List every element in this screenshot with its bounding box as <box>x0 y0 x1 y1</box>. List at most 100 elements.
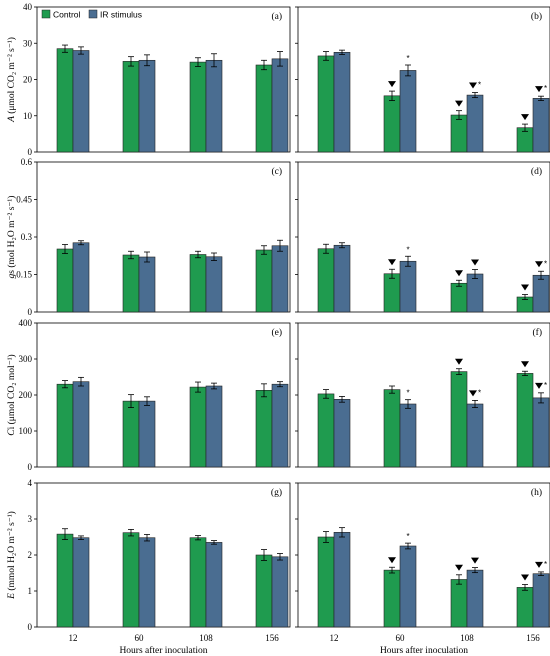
bar-control-156 <box>255 249 273 313</box>
significance-triangle-marker <box>535 261 543 268</box>
bar-ir-60 <box>138 537 156 628</box>
y-tick-label: 0 <box>28 307 33 317</box>
significance-asterisk: * <box>406 54 409 63</box>
legend: Control IR stimulus <box>41 9 142 20</box>
y-axis-label-symbol: C <box>7 429 17 436</box>
significance-triangle-marker <box>455 100 463 107</box>
x-tick-label: 60 <box>135 633 145 643</box>
x-tick-label: 60 <box>396 633 406 643</box>
y-tick-label: 4 <box>28 478 33 488</box>
bar-ir-108 <box>466 273 484 313</box>
bar-control-108 <box>189 254 207 313</box>
y-axis-label-units: s (mol H₂O m⁻² s⁻¹) <box>6 196 17 274</box>
x-tick-label: 108 <box>460 633 474 643</box>
bar-control-12 <box>56 48 74 153</box>
y-tick-label: 0.45 <box>16 195 32 205</box>
legend-swatch-control <box>41 9 51 19</box>
bar-control-108 <box>450 282 468 313</box>
y-tick-label: 0.3 <box>21 232 33 242</box>
bar-control-108 <box>450 371 468 468</box>
y-axis-label-symbol: g <box>7 273 17 278</box>
significance-triangle-marker <box>521 574 529 581</box>
bar-ir-12 <box>333 399 351 468</box>
significance-triangle-marker <box>521 361 529 368</box>
bar-control-12 <box>317 393 335 468</box>
bar-ir-12 <box>333 532 351 628</box>
y-tick-label: 10 <box>23 111 33 121</box>
y-tick-label: 40 <box>23 2 33 12</box>
y-axis-label-symbol: A <box>7 116 17 123</box>
significance-triangle-marker <box>535 382 543 389</box>
bar-control-60 <box>383 569 401 628</box>
significance-triangle-marker <box>388 259 396 266</box>
bar-ir-12 <box>72 242 90 313</box>
y-tick-label: 0.6 <box>21 157 33 167</box>
bar-ir-12 <box>333 52 351 153</box>
significance-asterisk: * <box>544 560 547 569</box>
bar-ir-60 <box>138 59 156 153</box>
bar-ir-108 <box>205 59 223 153</box>
y-axis-label-row-4: E (mmol H₂O m⁻² s⁻¹) <box>6 511 17 600</box>
significance-triangle-marker <box>521 114 529 121</box>
bar-control-108 <box>189 537 207 628</box>
legend-label-control: Control <box>53 10 81 20</box>
y-tick-label: 1 <box>28 586 33 596</box>
bar-control-12 <box>317 248 335 313</box>
y-axis-label-units: (μmol CO₂ m⁻² s⁻¹) <box>6 37 17 116</box>
panel-label: (c) <box>271 166 282 177</box>
bar-control-108 <box>189 386 207 468</box>
panel-d: (d) * * <box>295 161 550 313</box>
bar-control-156 <box>516 587 534 628</box>
y-tick-label: 20 <box>23 75 33 85</box>
panel-label: (f) <box>533 327 543 338</box>
x-axis-label: Hours after inoculation <box>380 645 468 656</box>
y-tick-label: 3 <box>28 514 33 524</box>
bar-control-156 <box>255 64 273 153</box>
y-axis-label-symbol: E <box>7 593 17 600</box>
x-tick-label: 12 <box>69 633 78 643</box>
panel-label: (d) <box>531 166 542 177</box>
bar-ir-12 <box>72 537 90 628</box>
legend-label-ir: IR stimulus <box>100 10 142 20</box>
significance-asterisk: * <box>406 245 409 254</box>
significance-triangle-marker <box>521 284 529 291</box>
bar-control-12 <box>317 536 335 628</box>
bar-ir-156 <box>271 383 289 468</box>
significance-triangle-marker <box>388 81 396 88</box>
bar-control-60 <box>122 532 140 628</box>
legend-swatch-ir <box>88 9 98 19</box>
significance-triangle-marker <box>455 564 463 571</box>
bar-control-12 <box>56 533 74 628</box>
bar-ir-108 <box>205 385 223 468</box>
significance-asterisk: * <box>544 381 547 390</box>
significance-asterisk: * <box>478 81 481 90</box>
bar-ir-60 <box>138 256 156 313</box>
x-axis-label: Hours after inoculation <box>119 645 207 656</box>
bar-control-156 <box>255 554 273 628</box>
bar-ir-12 <box>72 50 90 153</box>
significance-triangle-marker <box>535 86 543 93</box>
bar-ir-156 <box>271 556 289 628</box>
panel-h: (h) 12 * 60 108 * 156 Hours after inoculation <box>295 482 550 656</box>
bar-ir-156 <box>532 274 550 313</box>
panel-label: (g) <box>271 487 282 498</box>
bar-ir-60 <box>399 545 417 628</box>
bar-ir-60 <box>399 70 417 153</box>
y-tick-label: 200 <box>19 390 33 400</box>
bar-control-156 <box>255 390 273 468</box>
bar-ir-108 <box>466 94 484 153</box>
bar-control-60 <box>122 400 140 468</box>
y-tick-label: 300 <box>19 354 33 364</box>
panel-label: (a) <box>271 11 282 22</box>
bar-control-108 <box>450 114 468 153</box>
bar-ir-108 <box>205 542 223 628</box>
y-tick-label: 0 <box>28 147 33 157</box>
significance-triangle-marker <box>471 557 479 564</box>
x-tick-label: 156 <box>526 633 540 643</box>
bar-ir-60 <box>399 403 417 468</box>
panel-label: (h) <box>531 487 542 498</box>
y-tick-label: 0.15 <box>16 270 32 280</box>
x-tick-label: 108 <box>199 633 213 643</box>
significance-asterisk: * <box>406 389 409 398</box>
